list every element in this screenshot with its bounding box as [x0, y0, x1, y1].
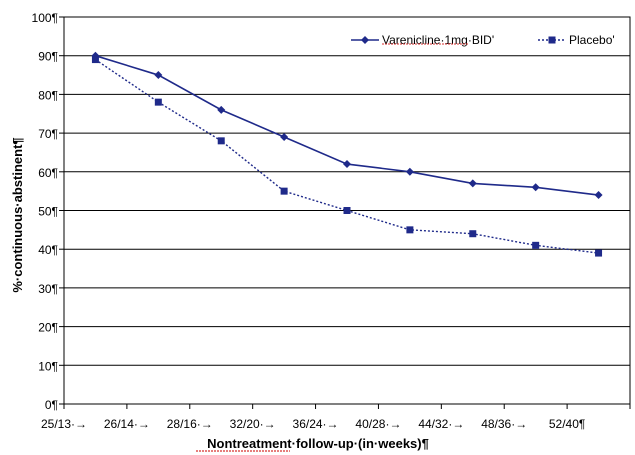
data-point [154, 98, 162, 106]
data-point [594, 191, 603, 200]
x-tick-label: 48/36·→ [481, 417, 527, 431]
x-axis-label: Nontreatment·follow-up·(in·weeks)¶ [207, 436, 429, 451]
series-line [95, 54, 599, 196]
legend-item: Varenicline·1mg·BID' [351, 33, 494, 47]
y-tick-label: 50¶ [38, 205, 58, 219]
data-point [469, 230, 477, 238]
data-point [343, 207, 351, 214]
data-point [217, 137, 225, 145]
data-point [280, 132, 289, 141]
data-point [91, 56, 99, 64]
x-tick-label: 25/13·→ [41, 417, 87, 431]
legend: Varenicline·1mg·BID' Placebo' [351, 33, 615, 47]
x-axis-ticks: 25/13·→ 26/14·→ 28/16·→ 32/20·→ 36/24·→ 40/28… [41, 404, 631, 431]
series-2 [91, 56, 603, 257]
series-1 [91, 51, 603, 200]
y-tick-label: 10¶ [38, 359, 58, 373]
series-layer [91, 51, 603, 257]
y-tick-label: 80¶ [38, 88, 58, 102]
data-point [406, 226, 414, 234]
legend-marker [361, 36, 369, 44]
gridlines [64, 55, 630, 366]
x-tick-label: 26/14·→ [104, 417, 150, 431]
legend-label: Varenicline·1mg·BID' [382, 33, 494, 47]
data-point [405, 167, 414, 176]
y-tick-label: 70¶ [38, 127, 58, 141]
data-point [531, 183, 540, 192]
data-point [280, 187, 288, 195]
y-tick-label: 40¶ [38, 243, 58, 257]
y-axis-label: %·continuous·abstinent¶ [10, 137, 25, 292]
y-tick-label: 20¶ [38, 321, 58, 335]
data-point [468, 179, 477, 188]
y-tick-label: 90¶ [38, 50, 58, 64]
legend-label: Placebo' [569, 33, 615, 47]
series-line [95, 58, 599, 254]
data-point [595, 249, 603, 257]
y-axis-ticks: 0¶ 10¶ 20¶ 30¶ 40¶ 50¶ 60¶ 70¶ 80¶ 90¶ 100¶ [32, 11, 64, 412]
y-tick-label: 0¶ [45, 398, 58, 412]
y-tick-label: 100¶ [32, 11, 58, 25]
data-point [532, 241, 540, 249]
legend-item: Placebo' [538, 33, 615, 47]
data-point [154, 71, 163, 80]
legend-marker [548, 36, 556, 44]
data-point [217, 105, 226, 114]
x-tick-label: 52/40¶ [549, 417, 585, 431]
x-tick-label: 36/24·→ [293, 417, 339, 431]
x-tick-label: 28/16·→ [167, 417, 213, 431]
x-tick-label: 40/28·→ [355, 417, 401, 431]
data-point [343, 160, 351, 169]
x-tick-label: 44/32·→ [418, 417, 464, 431]
y-tick-label: 60¶ [38, 166, 58, 180]
y-tick-label: 30¶ [38, 282, 58, 296]
x-tick-label: 32/20·→ [230, 417, 276, 431]
